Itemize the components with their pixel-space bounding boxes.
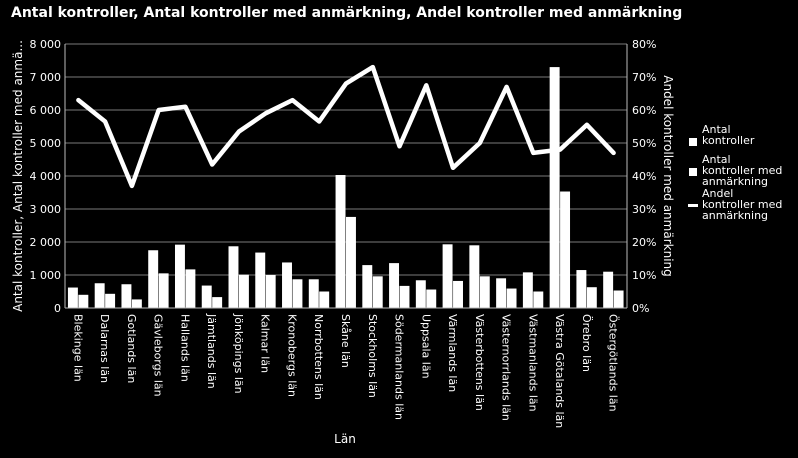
bar-antal-kontroller (121, 284, 132, 308)
bar-antal-kontroller (576, 270, 587, 308)
bar-antal-kontroller (228, 246, 239, 308)
chart-title: Antal kontroller, Antal kontroller med a… (11, 5, 683, 21)
bar-antal-med-anmarkning (399, 285, 410, 308)
y-tick-label: 5 000 (30, 137, 62, 150)
bar-antal-kontroller (174, 244, 185, 308)
x-tick-label: Hallands län (178, 314, 191, 382)
bar-antal-med-anmarkning (292, 279, 303, 308)
y-tick-label: 2 000 (30, 236, 62, 249)
bar-antal-med-anmarkning (346, 216, 356, 308)
y2-tick-label: 60% (632, 104, 656, 117)
y-tick-label: 1 000 (30, 269, 62, 282)
x-tick-label: Stockholms län (366, 314, 379, 398)
bar-antal-med-anmarkning (131, 299, 142, 308)
y2-tick-label: 10% (632, 269, 656, 282)
legend-label: Antal kontroller med anmärkning (702, 153, 782, 188)
x-tick-label: Gotlands län (125, 314, 138, 383)
bar-antal-med-anmarkning (586, 287, 597, 308)
y2-tick-label: 40% (632, 170, 656, 183)
x-tick-label: Västmanlands län (526, 314, 539, 412)
y2-tick-label: 70% (632, 71, 656, 84)
axes: 0 1 000 2 000 3 000 4 000 5 000 6 000 7 000 8 00… (11, 38, 675, 446)
x-tick-label: Blekinge län (71, 314, 84, 382)
y-tick-label: 3 000 (30, 203, 62, 216)
y2-tick-label: 50% (632, 137, 656, 150)
bar-antal-kontroller (94, 283, 105, 308)
y-tick-label: 4 000 (30, 170, 62, 183)
y2-axis-title: Andel kontroller med anmärkning (661, 75, 675, 277)
legend-swatch-line (688, 204, 698, 207)
x-tick-label: Södermanlands län (393, 314, 406, 420)
bar-antal-kontroller (603, 271, 614, 308)
bar-antal-med-anmarkning (479, 276, 490, 308)
x-tick-label: Västra Götalands län (553, 314, 566, 428)
bar-antal-med-anmarkning (372, 276, 383, 308)
bar-antal-med-anmarkning (265, 275, 276, 308)
bar-antal-med-anmarkning (506, 288, 517, 308)
line-andel-med-anmarkning (76, 64, 616, 189)
y-tick-label: 6 000 (30, 104, 62, 117)
bar-antal-med-anmarkning (453, 280, 463, 308)
x-tick-label: Skåne län (339, 314, 352, 368)
bar-antal-kontroller (67, 287, 78, 308)
x-tick-label: Örebro län (580, 314, 593, 372)
y-tick-label: 0 (54, 302, 61, 315)
bar-antal-kontroller (496, 278, 507, 308)
bar-antal-med-anmarkning (238, 274, 249, 308)
x-tick-label: Dalarnas län (98, 314, 111, 383)
bar-antal-med-anmarkning (533, 291, 544, 308)
x-tick-label: Västerbottens län (473, 314, 486, 411)
x-tick-label: Norrbottens län (312, 314, 325, 400)
bar-antal-kontroller (282, 262, 292, 308)
bar-antal-med-anmarkning (105, 293, 116, 308)
x-tick-label: Jämtlands län (205, 313, 218, 389)
y2-tick-label: 30% (632, 203, 656, 216)
bar-antal-kontroller (255, 252, 266, 308)
bar-antal-kontroller (442, 244, 453, 308)
legend-swatch (689, 168, 697, 176)
bar-antal-med-anmarkning (319, 291, 330, 308)
legend-label: Andel kontroller med anmärkning (702, 187, 782, 222)
y2-tick-label: 0% (632, 302, 649, 315)
bar-antal-kontroller (335, 175, 346, 308)
bar-antal-med-anmarkning (560, 191, 571, 308)
bar-antal-kontroller (148, 250, 159, 308)
bar-antal-med-anmarkning (78, 294, 89, 308)
bar-antal-med-anmarkning (212, 297, 223, 308)
bar-antal-kontroller (549, 67, 560, 308)
bar-antal-kontroller (308, 279, 319, 308)
bar-antal-kontroller (362, 265, 373, 308)
bar-antal-med-anmarkning (158, 273, 169, 308)
bar-antal-kontroller (469, 245, 480, 308)
line-series (76, 64, 616, 189)
bar-antal-med-anmarkning (426, 289, 437, 308)
bar-antal-kontroller (201, 285, 212, 308)
bar-antal-med-anmarkning (185, 269, 196, 308)
y-tick-label: 7 000 (30, 71, 62, 84)
y2-tick-label: 20% (632, 236, 656, 249)
bar-antal-kontroller (415, 280, 426, 308)
x-tick-label: Värmlands län (446, 314, 459, 392)
x-tick-label: Västernorrlands län (500, 314, 513, 421)
x-tick-label: Jönköpings län (232, 313, 245, 394)
legend-swatch (689, 138, 697, 146)
bar-antal-med-anmarkning (613, 290, 624, 308)
bars (67, 67, 624, 308)
legend-label: Antal kontroller (702, 123, 755, 147)
x-tick-label: Kalmar län (259, 314, 272, 373)
x-axis-title: Län (334, 432, 356, 446)
y-tick-label: 8 000 (30, 38, 62, 51)
bar-antal-kontroller (522, 272, 533, 308)
x-tick-label: Kronobergs län (285, 314, 298, 397)
bar-antal-kontroller (389, 263, 400, 308)
x-tick-label: Östergötlands län (607, 314, 620, 412)
y2-tick-label: 80% (632, 38, 656, 51)
y-axis-title: Antal kontroller, Antal kontroller med a… (11, 40, 25, 312)
legend: Antal kontroller Antal kontroller med anmärk… (688, 123, 782, 222)
x-tick-label: Gävleborgs län (152, 314, 165, 397)
x-tick-label: Uppsala län (419, 314, 432, 379)
